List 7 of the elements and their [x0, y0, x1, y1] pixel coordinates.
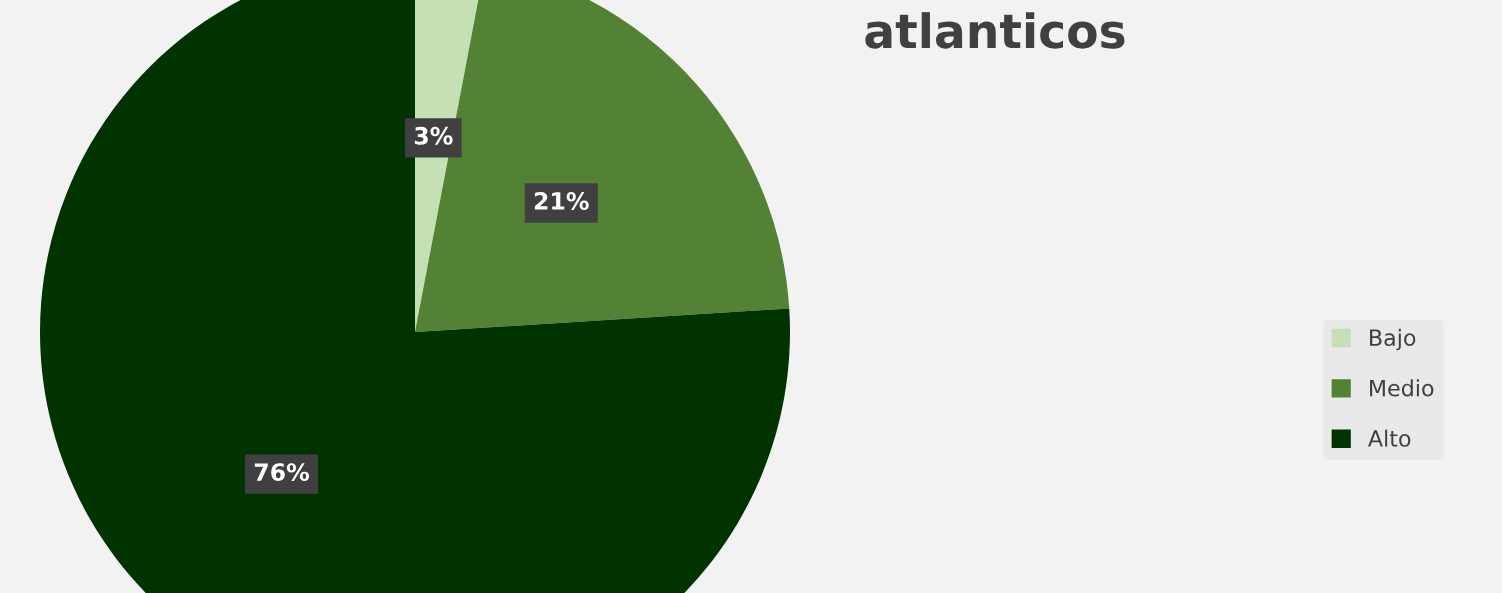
legend-label: Alto: [1368, 429, 1411, 447]
legend-label: Medio: [1370, 379, 1434, 397]
data-label: 21%: [534, 192, 589, 210]
chart-title: atlanticos: [865, 12, 1125, 49]
data-label: 3%: [414, 126, 453, 145]
data-label: 76%: [254, 463, 310, 481]
legend-label: Bajo: [1370, 328, 1416, 351]
